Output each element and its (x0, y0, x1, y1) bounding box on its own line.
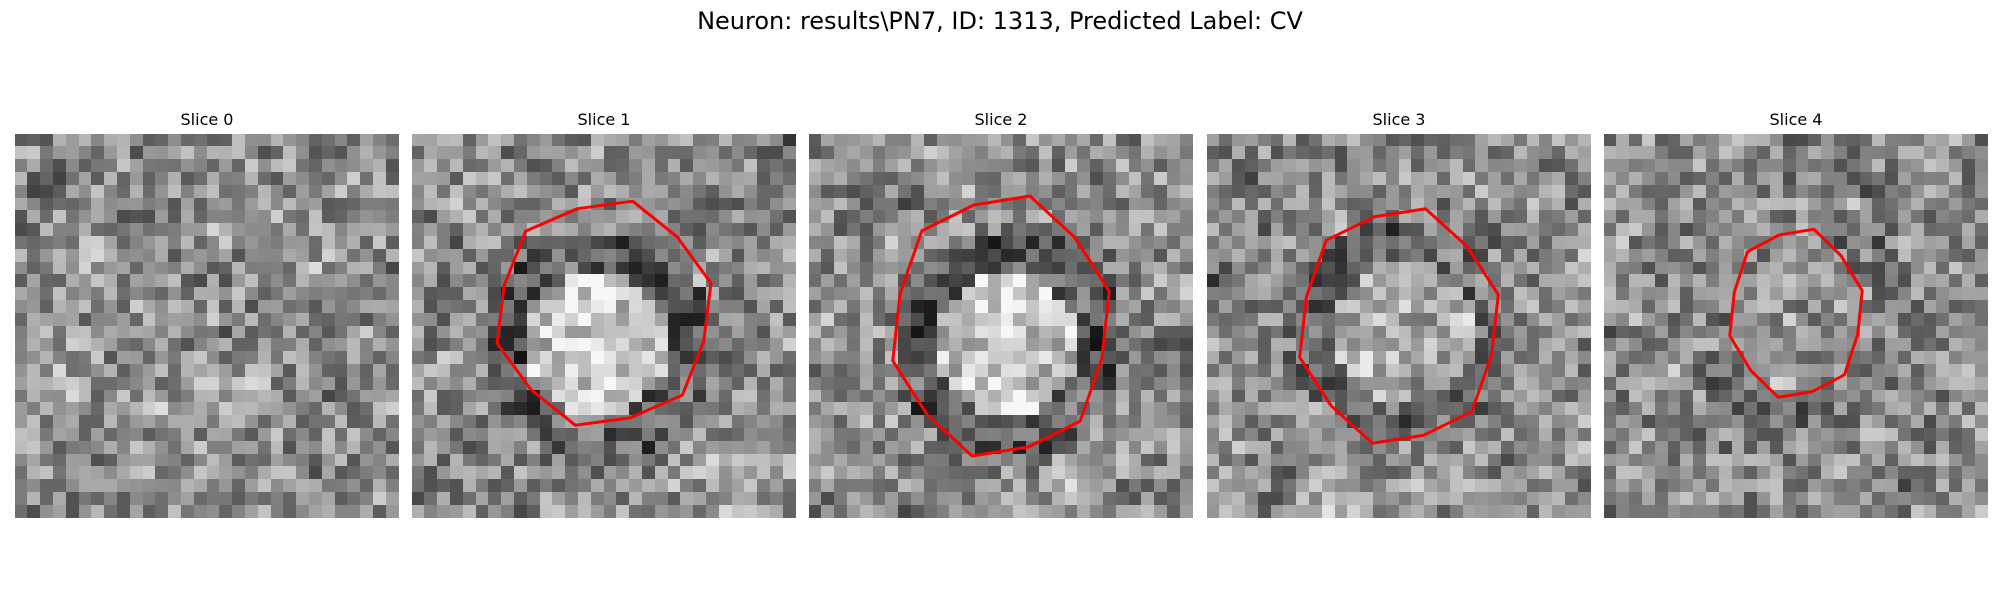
figure-title: Neuron: results\PN7, ID: 1313, Predicted… (697, 7, 1303, 35)
slice-title: Slice 2 (974, 110, 1028, 129)
slice-title: Slice 3 (1372, 110, 1426, 129)
slice-panel: Slice 2 (809, 108, 1193, 518)
slice-title: Slice 1 (577, 110, 631, 129)
slice-image (1207, 134, 1591, 518)
slice-image (1604, 134, 1988, 518)
slice-panel: Slice 4 (1604, 108, 1988, 518)
slice-title: Slice 0 (180, 110, 234, 129)
slice-image (412, 134, 796, 518)
slice-panel: Slice 3 (1207, 108, 1591, 518)
slice-panel: Slice 0 (15, 108, 399, 518)
slice-image (809, 134, 1193, 518)
slice-title: Slice 4 (1769, 110, 1823, 129)
slice-image (15, 134, 399, 518)
slice-panel: Slice 1 (412, 108, 796, 518)
